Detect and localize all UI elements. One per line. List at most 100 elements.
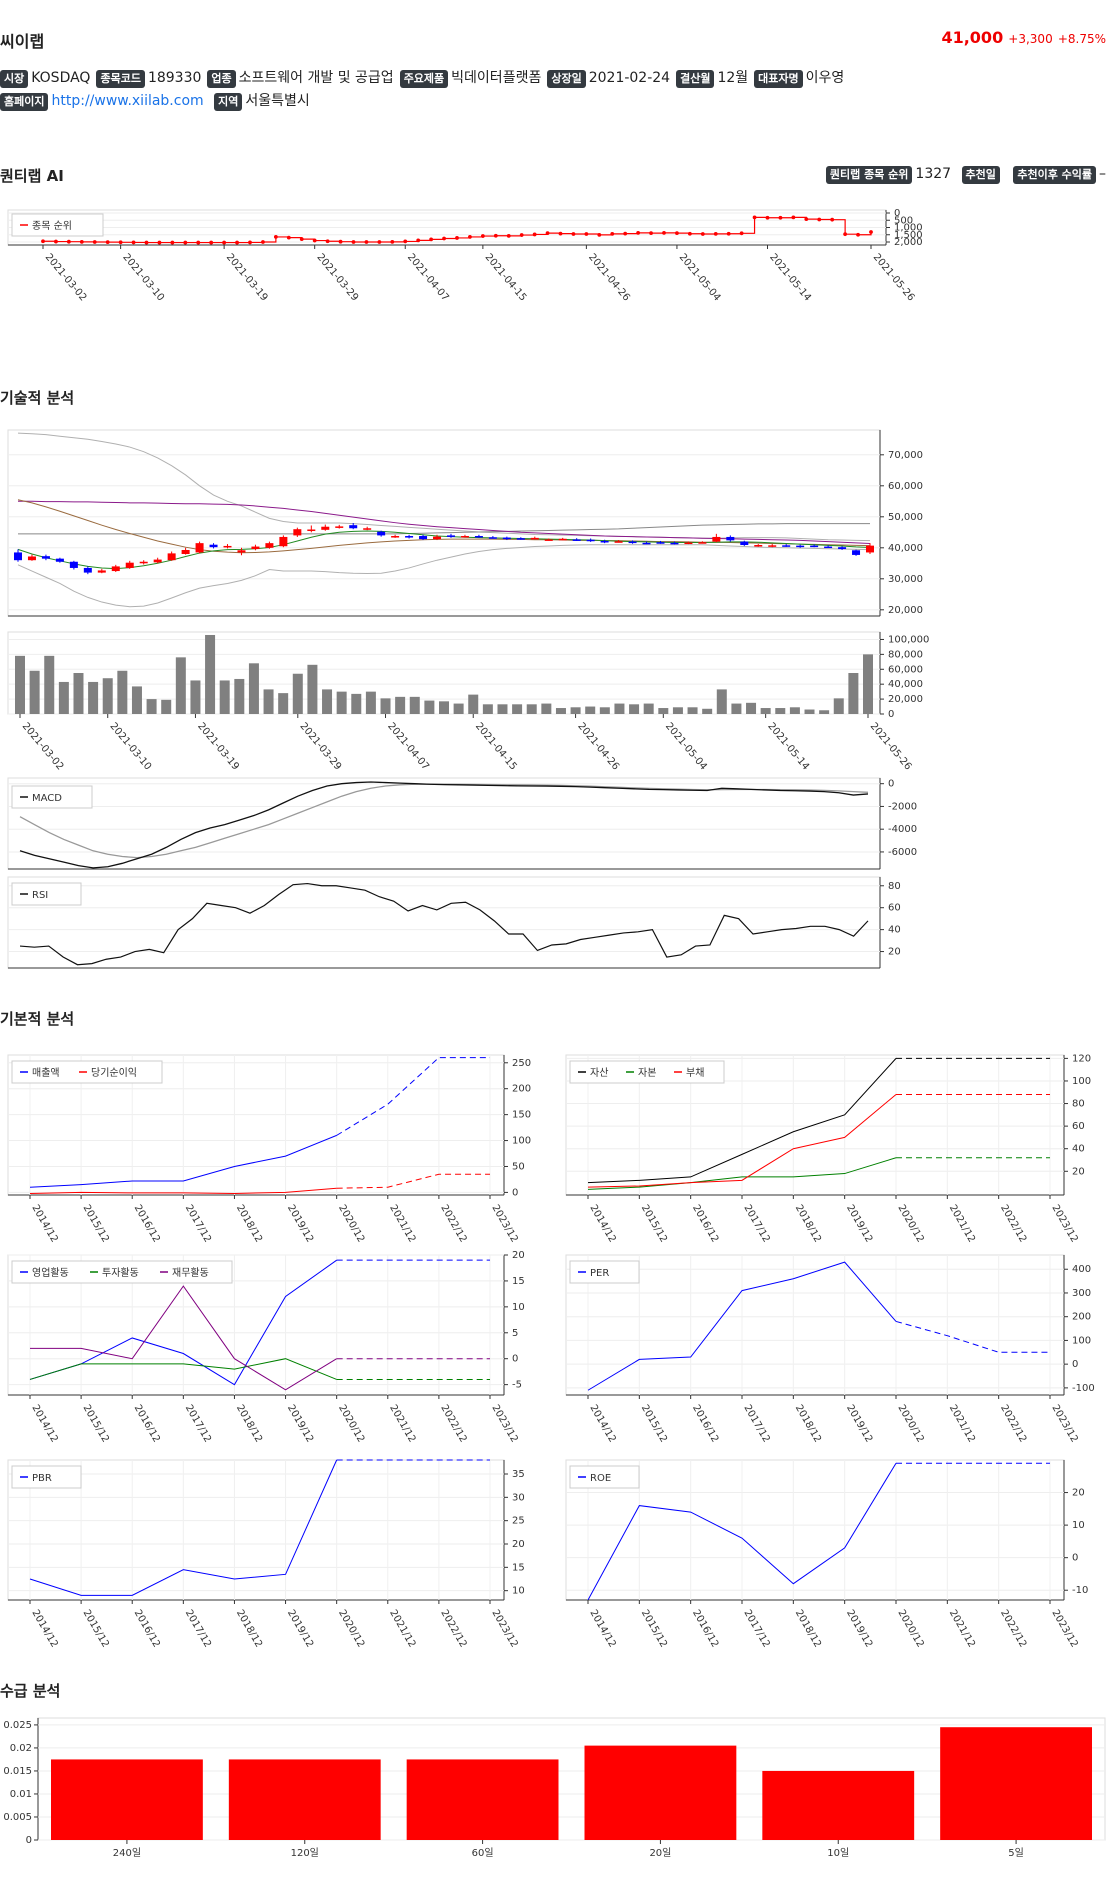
volume-bar [541, 703, 552, 714]
candle-body [754, 545, 763, 547]
legend-label: 재무활동 [172, 1266, 209, 1279]
volume-bar [278, 693, 289, 714]
x-tick-label: 2017/12 [183, 1403, 213, 1444]
rsi-line [19, 882, 869, 966]
volume-bar [453, 703, 464, 714]
x-tick-label: 2016/12 [132, 1403, 162, 1444]
homepage-link[interactable]: http://www.xiilab.com [51, 93, 204, 109]
volume-bar [29, 670, 40, 714]
rank-point [662, 230, 666, 235]
rank-point [157, 240, 162, 245]
x-tick-label: 2018/12 [793, 1203, 823, 1244]
y-tick-label: 40 [1072, 1144, 1085, 1155]
volume-bar [863, 654, 873, 714]
candle-body [642, 542, 651, 545]
x-tick-label: 2019/12 [285, 1203, 315, 1244]
x-tick-label: 2015/12 [639, 1403, 669, 1444]
x-tick-label: 2020/12 [336, 1608, 366, 1649]
x-tick-label: 2021/12 [387, 1608, 417, 1649]
supply-bar [228, 1759, 381, 1840]
y-tick-label: 60 [1072, 1121, 1085, 1132]
x-tick-label: 2018/12 [793, 1608, 823, 1649]
x-tick-label: 2023/12 [489, 1403, 519, 1444]
y-tick-label: 0 [1072, 1553, 1078, 1564]
x-tick-label: 2022/12 [998, 1608, 1028, 1649]
candle-body [69, 561, 78, 568]
rank-point [519, 233, 524, 237]
x-tick-label: 20일 [649, 1847, 671, 1859]
x-tick-label: 2017/12 [741, 1203, 771, 1244]
volume-bar [512, 704, 523, 714]
x-tick-label: 2014/12 [587, 1608, 617, 1649]
candle-body [446, 535, 455, 537]
rank-point [209, 240, 214, 245]
candle-body [139, 561, 148, 564]
y-tick-label: -100 [1072, 1383, 1095, 1394]
candle-body [516, 538, 525, 540]
series-line-assets [587, 1058, 897, 1184]
x-tick-label: 120일 [291, 1847, 319, 1859]
y-tick-label: -5 [512, 1380, 522, 1391]
candle-body [614, 541, 623, 543]
series-line-pbr [29, 1459, 338, 1596]
x-tick-label: 2021-03-10 [107, 721, 153, 773]
x-tick-label: 2022/12 [438, 1403, 468, 1444]
y-tick-label: 0 [512, 1354, 518, 1365]
x-tick-label: 2021-05-26 [871, 252, 917, 304]
y-tick-label: 200 [1072, 1312, 1091, 1323]
y-tick-label: 20 [512, 1539, 525, 1550]
plot-frame [565, 1254, 1065, 1396]
volume-bar [117, 670, 128, 714]
x-tick-label: 2021-04-26 [575, 721, 621, 773]
volume-bar [102, 678, 113, 714]
y-tick-label: 40 [888, 925, 901, 936]
legend-label: RSI [32, 890, 48, 901]
candle-body [377, 531, 386, 536]
legend-box [569, 1060, 725, 1084]
x-tick-label: 2016/12 [690, 1608, 720, 1649]
x-tick-label: 2021-03-02 [20, 721, 66, 773]
y-tick-label: 35 [512, 1469, 525, 1480]
supply-bar [762, 1770, 915, 1840]
macd-line [19, 781, 869, 869]
candle-body [97, 570, 106, 573]
y-tick-label: 60 [888, 903, 901, 914]
x-tick-label: 2015/12 [81, 1403, 111, 1444]
rank-point [480, 234, 485, 238]
info-line-1: 시장 KOSDAQ 종목코드 189330 업종 소프트웨어 개발 및 공급업 주요제품 빅데… [0, 66, 1110, 91]
y-tick-label: -2000 [888, 801, 917, 812]
legend-label: 당기순이익 [91, 1067, 137, 1079]
y-tick-label: 40,000 [888, 543, 923, 554]
info-tag: 종목코드 [96, 70, 145, 88]
rank-point [105, 240, 110, 245]
rank-point [273, 235, 278, 239]
y-tick-label: 15 [512, 1276, 525, 1287]
x-tick-label: 2022/12 [438, 1608, 468, 1649]
x-tick-label: 2015/12 [639, 1203, 669, 1244]
candle-body [530, 537, 539, 540]
rank-point [196, 240, 201, 245]
info-tag: 시장 [0, 70, 29, 88]
y-tick-label: 100 [1072, 1076, 1091, 1087]
x-tick-label: 2021/12 [947, 1403, 977, 1444]
x-tick-label: 2022/12 [998, 1203, 1028, 1244]
legend-label: PER [590, 1268, 609, 1279]
volume-bar [351, 693, 362, 714]
x-tick-label: 2020/12 [336, 1203, 366, 1244]
ma-gray-line [18, 523, 870, 535]
legend-label: 자산 [590, 1067, 608, 1079]
rank-point [286, 235, 291, 240]
x-tick-label: 2023/12 [1049, 1403, 1079, 1444]
x-tick-label: 2015/12 [81, 1203, 111, 1244]
supply-bar [584, 1745, 737, 1840]
volume-bar [234, 678, 245, 714]
volume-bar [380, 698, 391, 714]
rank-point [222, 240, 227, 245]
supply-bar [51, 1759, 203, 1840]
x-tick-label: 2016/12 [690, 1203, 720, 1244]
legend-label: 부채 [686, 1067, 704, 1079]
legend-label: 자본 [638, 1067, 656, 1079]
ma-brown-line [17, 499, 871, 554]
x-tick-label: 2021/12 [947, 1608, 977, 1649]
volume-bar [365, 691, 376, 714]
